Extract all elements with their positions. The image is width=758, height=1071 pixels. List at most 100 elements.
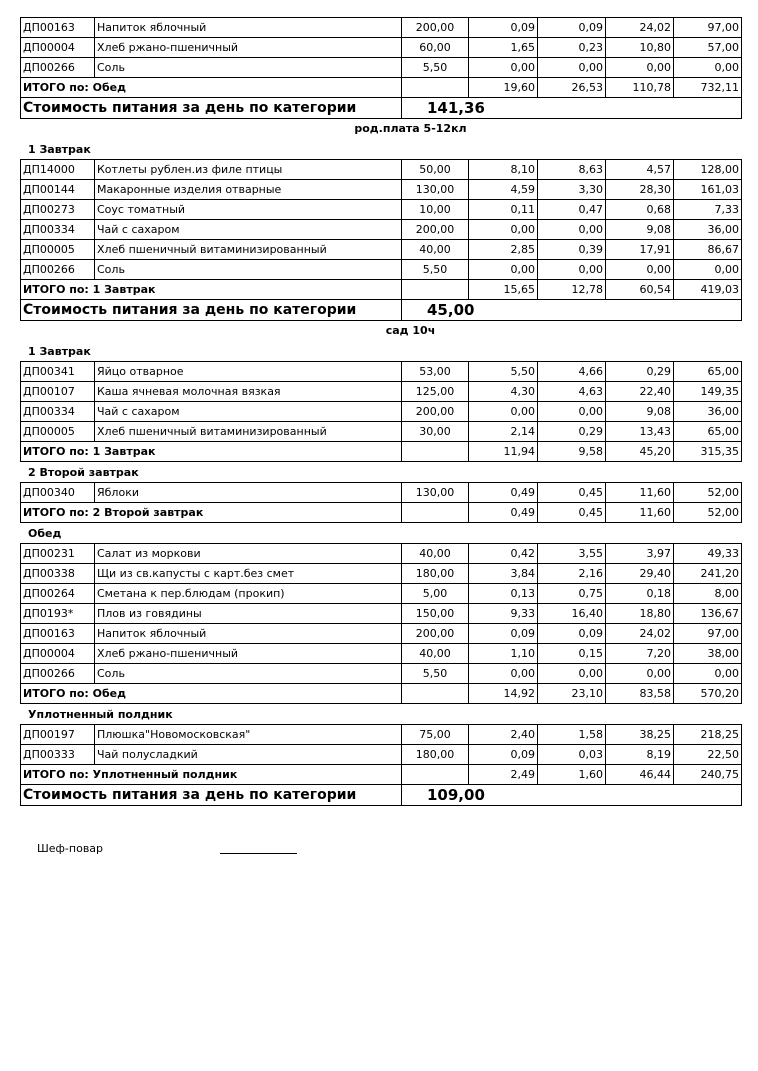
dish-name: Напиток яблочный: [94, 17, 402, 38]
portion: 200,00: [401, 401, 469, 422]
carbs: 28,30: [605, 179, 674, 200]
fats: 8,63: [537, 159, 606, 180]
carbs: 7,20: [605, 643, 674, 664]
table-row: ДП00266 Соль 5,50 0,00 0,00 0,00 0,00: [20, 57, 742, 78]
total-label: ИТОГО по: Уплотненный полдник: [20, 764, 402, 785]
dish-code: ДП00266: [20, 259, 95, 280]
dish-code: ДП00005: [20, 239, 95, 260]
dish-name: Салат из моркови: [94, 543, 402, 564]
table-row: ДП00005 Хлеб пшеничный витаминизированный…: [20, 421, 742, 442]
dish-name: Хлеб пшеничный витаминизированный: [94, 421, 402, 442]
dish-name: Хлеб ржано-пшеничный: [94, 37, 402, 58]
proteins: 0,00: [468, 401, 538, 422]
total-value: 19,60: [468, 77, 538, 98]
dish-name: Чай с сахаром: [94, 219, 402, 240]
total-value: 46,44: [605, 764, 674, 785]
total-label: ИТОГО по: 1 Завтрак: [20, 279, 402, 300]
calories: 97,00: [673, 17, 742, 38]
fats: 0,03: [537, 744, 606, 765]
dish-name: Хлеб пшеничный витаминизированный: [94, 239, 402, 260]
proteins: 0,09: [468, 623, 538, 644]
portion: 125,00: [401, 381, 469, 402]
calories: 7,33: [673, 199, 742, 220]
calories: 0,00: [673, 259, 742, 280]
proteins: 0,42: [468, 543, 538, 564]
carbs: 9,08: [605, 401, 674, 422]
calories: 65,00: [673, 421, 742, 442]
dish-name: Чай полусладкий: [94, 744, 402, 765]
portion: 180,00: [401, 744, 469, 765]
calories: 49,33: [673, 543, 742, 564]
calories: 0,00: [673, 57, 742, 78]
dish-name: Соль: [94, 57, 402, 78]
dish-code: ДП00197: [20, 724, 95, 745]
total-value: 419,03: [673, 279, 742, 300]
table-row: ДП0193* Плов из говядины 150,00 9,33 16,40 18…: [20, 603, 742, 624]
calories: 65,00: [673, 361, 742, 382]
dish-code: ДП00338: [20, 563, 95, 584]
total-value: 60,54: [605, 279, 674, 300]
total-value: 83,58: [605, 683, 674, 704]
fats: 0,00: [537, 401, 606, 422]
proteins: 0,13: [468, 583, 538, 604]
proteins: 4,59: [468, 179, 538, 200]
dish-name: Каша ячневая молочная вязкая: [94, 381, 402, 402]
fats: 0,00: [537, 663, 606, 684]
carbs: 0,00: [605, 57, 674, 78]
carbs: 13,43: [605, 421, 674, 442]
carbs: 22,40: [605, 381, 674, 402]
total-label: ИТОГО по: Обед: [20, 77, 402, 98]
portion: 50,00: [401, 159, 469, 180]
fats: 0,00: [537, 57, 606, 78]
dish-name: Чай с сахаром: [94, 401, 402, 422]
dish-code: ДП00266: [20, 57, 95, 78]
portion: 75,00: [401, 724, 469, 745]
portion: 200,00: [401, 623, 469, 644]
meal-table: ДП14000 Котлеты рублен.из филе птицы 50,00…: [20, 159, 742, 321]
daily-cost-label: Стоимость питания за день по категории: [20, 299, 402, 321]
table-row: ДП00334 Чай с сахаром 200,00 0,00 0,00 9,08 36…: [20, 401, 742, 422]
carbs: 0,29: [605, 361, 674, 382]
signature-label: Шеф-повар: [37, 842, 104, 855]
category-title: род.плата 5-12кл: [354, 122, 467, 135]
total-row: ИТОГО по: 1 Завтрак 11,94 9,58 45,20 315,35: [20, 441, 742, 462]
carbs: 29,40: [605, 563, 674, 584]
dish-name: Сметана к пер.блюдам (прокип): [94, 583, 402, 604]
dish-code: ДП00004: [20, 37, 95, 58]
table-row: ДП00266 Соль 5,50 0,00 0,00 0,00 0,00: [20, 663, 742, 684]
fats: 4,63: [537, 381, 606, 402]
portion: 5,50: [401, 663, 469, 684]
total-value: 570,20: [673, 683, 742, 704]
fats: 3,55: [537, 543, 606, 564]
meal-section-title: 1 Завтрак: [28, 143, 91, 156]
carbs: 0,00: [605, 259, 674, 280]
calories: 22,50: [673, 744, 742, 765]
dish-name: Плов из говядины: [94, 603, 402, 624]
daily-cost-label: Стоимость питания за день по категории: [20, 97, 402, 119]
total-value: 240,75: [673, 764, 742, 785]
meal-section-title: 1 Завтрак: [28, 345, 91, 358]
portion: 180,00: [401, 563, 469, 584]
total-value: 11,60: [605, 502, 674, 523]
fats: 0,75: [537, 583, 606, 604]
calories: 128,00: [673, 159, 742, 180]
proteins: 0,49: [468, 482, 538, 503]
fats: 0,45: [537, 482, 606, 503]
calories: 136,67: [673, 603, 742, 624]
proteins: 0,00: [468, 57, 538, 78]
calories: 161,03: [673, 179, 742, 200]
table-row: ДП00163 Напиток яблочный 200,00 0,09 0,09 24,…: [20, 623, 742, 644]
total-value: 9,58: [537, 441, 606, 462]
total-label: ИТОГО по: 2 Второй завтрак: [20, 502, 402, 523]
total-value: 52,00: [673, 502, 742, 523]
total-empty: [401, 502, 469, 523]
portion: 53,00: [401, 361, 469, 382]
fats: 16,40: [537, 603, 606, 624]
dish-code: ДП00334: [20, 219, 95, 240]
total-value: 23,10: [537, 683, 606, 704]
carbs: 17,91: [605, 239, 674, 260]
carbs: 8,19: [605, 744, 674, 765]
dish-code: ДП00004: [20, 643, 95, 664]
fats: 0,00: [537, 219, 606, 240]
carbs: 18,80: [605, 603, 674, 624]
